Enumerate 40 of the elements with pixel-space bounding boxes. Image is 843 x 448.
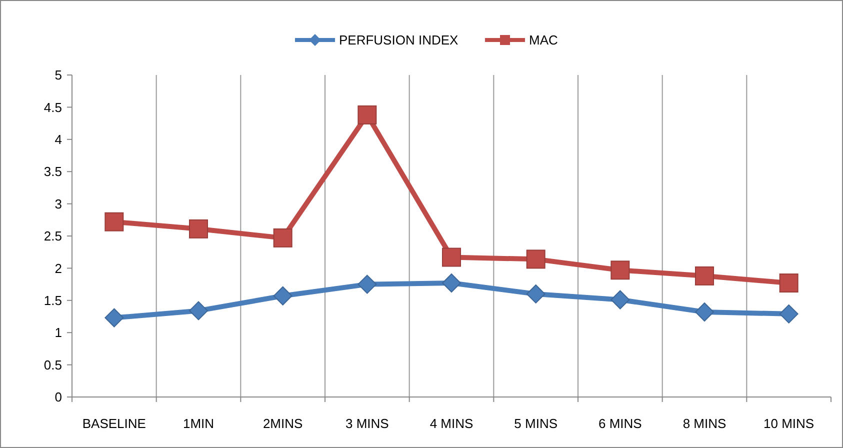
point [104, 212, 124, 232]
point [358, 274, 377, 294]
y-tick-label: 5 [54, 68, 62, 83]
x-tick-label: 1MIN [182, 416, 214, 431]
y-tick-label: 2.5 [44, 228, 62, 244]
point [610, 260, 630, 280]
x-tick-label: 6 MINS [598, 416, 642, 431]
x-tick-label: BASELINE [82, 416, 146, 431]
point [526, 284, 546, 304]
y-tick-label: 3.5 [44, 164, 62, 180]
point [779, 304, 798, 324]
y-tick-label: 0.5 [44, 357, 62, 372]
point [695, 266, 714, 286]
point [273, 228, 292, 248]
y-tick-label: 0 [54, 390, 62, 405]
point [273, 286, 292, 306]
point [442, 274, 461, 293]
point [104, 308, 124, 328]
legend-label: PERFUSION INDEX [339, 32, 459, 48]
point [189, 219, 208, 238]
y-tick-label: 2 [54, 260, 62, 276]
point [695, 302, 714, 322]
point [779, 274, 798, 293]
point [526, 250, 546, 269]
y-tick-label: 4.5 [44, 100, 62, 115]
x-tick-label: 3 MINS [345, 416, 390, 431]
legend-label: MAC [529, 32, 558, 48]
x-tick-label: 4 MINS [430, 416, 474, 431]
x-tick-label: 8 MINS [682, 416, 726, 431]
x-tick-label: 2MINS [262, 416, 304, 431]
x-tick-label: 10 MINS [764, 416, 814, 431]
y-tick-label: 1 [54, 325, 62, 340]
point [358, 105, 377, 124]
x-tick-label: 5 MINS [514, 416, 558, 431]
y-tick-label: 1.5 [44, 292, 62, 308]
point [610, 290, 630, 310]
point [442, 248, 461, 267]
y-tick-label: 3 [54, 196, 62, 212]
y-tick-label: 4 [54, 132, 62, 147]
point [189, 301, 208, 320]
